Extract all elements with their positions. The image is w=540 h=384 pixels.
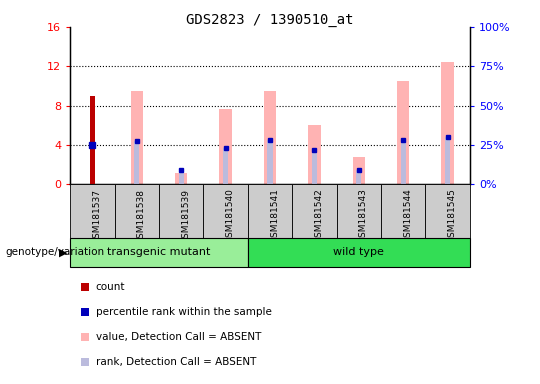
- Text: genotype/variation: genotype/variation: [5, 247, 105, 258]
- Text: GSM181540: GSM181540: [226, 189, 234, 243]
- Bar: [134, 141, 139, 184]
- Bar: [445, 137, 450, 184]
- Bar: [179, 170, 184, 184]
- Text: GSM181544: GSM181544: [403, 189, 412, 243]
- Bar: [356, 170, 361, 184]
- Text: count: count: [96, 282, 125, 292]
- Text: GSM181541: GSM181541: [270, 189, 279, 243]
- Bar: [441, 62, 454, 184]
- Bar: [353, 157, 365, 184]
- Bar: [70, 238, 248, 267]
- Bar: [426, 184, 470, 238]
- Text: wild type: wild type: [333, 247, 384, 258]
- Bar: [223, 148, 228, 184]
- Bar: [397, 81, 409, 184]
- Bar: [292, 184, 336, 238]
- Text: value, Detection Call = ABSENT: value, Detection Call = ABSENT: [96, 332, 261, 342]
- Bar: [90, 96, 95, 184]
- Bar: [381, 184, 426, 238]
- Text: GSM181537: GSM181537: [92, 189, 102, 243]
- Text: GSM181543: GSM181543: [359, 189, 368, 243]
- Text: GDS2823 / 1390510_at: GDS2823 / 1390510_at: [186, 13, 354, 27]
- Bar: [219, 109, 232, 184]
- Text: ▶: ▶: [59, 247, 68, 258]
- Bar: [70, 184, 114, 238]
- Bar: [401, 140, 406, 184]
- Bar: [114, 184, 159, 238]
- Bar: [308, 125, 321, 184]
- Text: transgenic mutant: transgenic mutant: [107, 247, 211, 258]
- Bar: [264, 91, 276, 184]
- Bar: [248, 184, 292, 238]
- Text: rank, Detection Call = ABSENT: rank, Detection Call = ABSENT: [96, 357, 256, 367]
- Text: percentile rank within the sample: percentile rank within the sample: [96, 307, 272, 317]
- Text: GSM181542: GSM181542: [314, 189, 323, 243]
- Bar: [204, 184, 248, 238]
- Bar: [159, 184, 204, 238]
- Bar: [312, 150, 317, 184]
- Bar: [336, 184, 381, 238]
- Bar: [175, 172, 187, 184]
- Bar: [248, 238, 470, 267]
- Text: GSM181545: GSM181545: [448, 189, 457, 243]
- Text: GSM181538: GSM181538: [137, 189, 146, 243]
- Text: GSM181539: GSM181539: [181, 189, 190, 243]
- Bar: [131, 91, 143, 184]
- Bar: [267, 140, 273, 184]
